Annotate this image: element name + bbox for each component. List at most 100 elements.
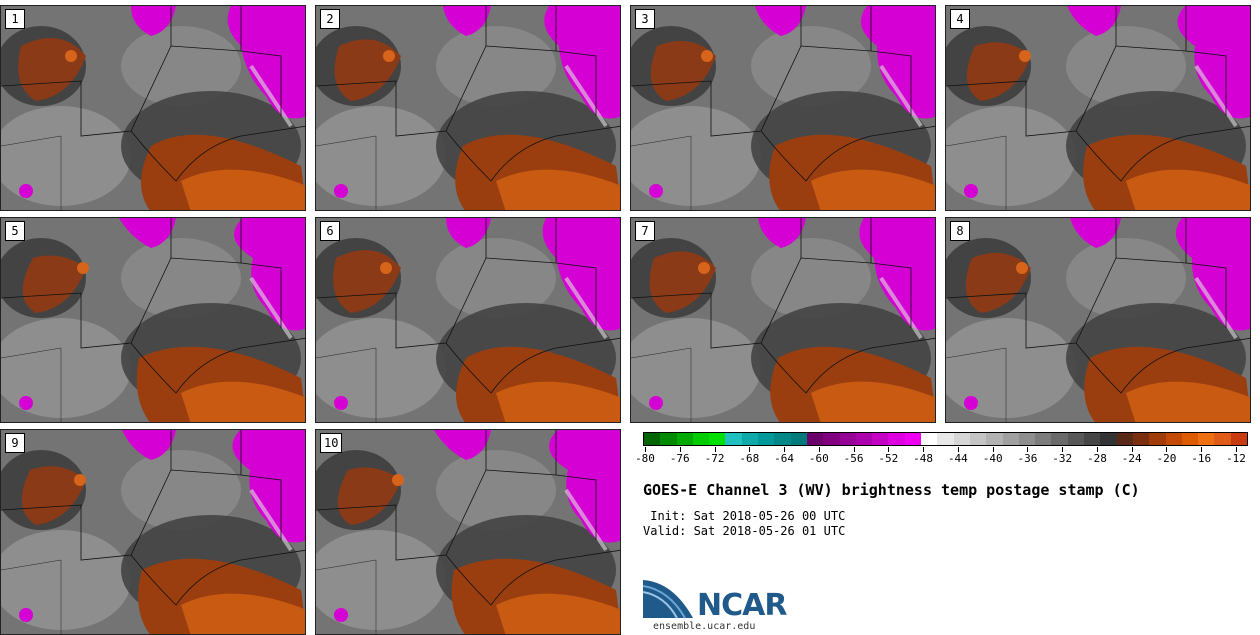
stamp-panel-4: 4 [945,5,1251,211]
colorbar-tick-label: -20 [1156,452,1177,465]
colorbar-swatch [953,433,970,445]
wv-field-map [631,6,935,210]
product-title: GOES-E Channel 3 (WV) brightness temp po… [643,481,1140,499]
colorbar-ticks: -80 -76 -72 -68 -64 -60 -56 -52 -48 -44 -40 -36 -32 -… [635,447,1248,471]
colorbar-swatch [774,433,791,445]
colorbar-tick-label: -76 [669,452,690,465]
colorbar-tick-label: -36 [1017,452,1038,465]
wv-field-map [316,218,620,422]
wv-field-map [316,430,620,634]
stamp-panel-8: 8 [945,217,1251,423]
colorbar-tick [1236,447,1237,452]
panel-number: 9 [5,433,25,453]
colorbar-tick [1027,447,1029,452]
panel-number: 7 [635,221,655,241]
wv-field-map [631,218,935,422]
colorbar-swatch [1067,433,1085,445]
panel-number: 8 [950,221,970,241]
colorbar-swatch [872,433,889,445]
logo-text: NCAR [697,588,787,623]
stamp-panel-1: 1 [0,5,306,211]
panel-number: 6 [320,221,340,241]
stamp-panel-3: 3 [630,5,936,211]
colorbar-tick-label: -60 [808,452,829,465]
colorbar-tick [1131,447,1133,452]
colorbar-swatch [937,433,954,445]
colorbar-tick [784,447,786,452]
ncar-logo-icon [643,580,693,619]
colorbar-swatch [921,433,938,445]
valid-time: Valid: Sat 2018-05-26 01 UTC [643,524,846,538]
panel-number: 3 [635,9,655,29]
colorbar-tick-label: -56 [843,452,864,465]
colorbar-tick-label: -80 [635,452,655,465]
colorbar-swatch [1116,433,1133,445]
stamp-panel-6: 6 [315,217,621,423]
colorbar [643,432,1248,446]
colorbar-tick [1166,447,1168,452]
colorbar-swatch [1002,433,1019,445]
wv-field-map [1,218,305,422]
colorbar-tick-label: -40 [982,452,1003,465]
wv-field-map [316,6,620,210]
colorbar-tick [818,447,820,452]
panel-number: 10 [320,433,343,453]
colorbar-swatch [741,433,759,445]
wv-field-map [946,218,1250,422]
colorbar-swatch [1100,433,1117,445]
colorbar-tick [1201,447,1203,452]
colorbar-tick-label: -28 [1087,452,1107,465]
colorbar-tick [853,447,855,452]
colorbar-swatch [888,433,905,445]
colorbar-tick [714,447,716,452]
stamp-panel-2: 2 [315,5,621,211]
colorbar-swatch [1051,433,1068,445]
colorbar-swatch [1018,433,1036,445]
colorbar-tick-label: -72 [704,452,725,465]
site-url: ensemble.ucar.edu [653,621,756,632]
panel-number: 2 [320,9,340,29]
colorbar-swatch [692,433,710,445]
colorbar-swatch [725,433,742,445]
colorbar-swatch [758,433,775,445]
colorbar-swatch [644,433,661,445]
colorbar-swatch [855,433,873,445]
colorbar-swatch [676,433,693,445]
panel-number: 1 [5,9,25,29]
colorbar-tick [679,447,681,452]
colorbar-swatch [790,433,807,445]
stamp-panel-5: 5 [0,217,306,423]
colorbar-tick-label: -64 [774,452,794,465]
colorbar-swatch [1230,433,1247,445]
wv-field-map [1,6,305,210]
init-time: Init: Sat 2018-05-26 00 UTC [643,509,846,523]
colorbar-tick [957,447,959,452]
colorbar-swatch [1149,433,1166,445]
wv-field-map [1,430,305,634]
colorbar-tick [992,447,994,452]
colorbar-tick-label: -12 [1226,452,1246,465]
colorbar-tick-label: -48 [913,452,934,465]
colorbar-tick [749,447,751,452]
colorbar-swatch [969,433,987,445]
colorbar-swatch [986,433,1003,445]
colorbar-swatch [1198,433,1215,445]
colorbar-swatch [660,433,677,445]
colorbar-swatch [1132,433,1150,445]
colorbar-tick-label: -44 [947,452,968,465]
colorbar-tick [923,447,925,452]
wv-field-map [946,6,1250,210]
colorbar-tick-label: -32 [1052,452,1073,465]
stamp-panel-7: 7 [630,217,936,423]
colorbar-swatch [904,433,922,445]
panel-number: 5 [5,221,25,241]
colorbar-swatch [806,433,824,445]
colorbar-swatch [1181,433,1199,445]
stamp-panel-10: 10 [315,429,621,635]
colorbar-tick-label: -16 [1191,452,1212,465]
colorbar-tick-label: -68 [739,452,760,465]
colorbar-swatch [823,433,840,445]
colorbar-swatch [1035,433,1052,445]
colorbar-swatch [1084,433,1101,445]
colorbar-tick-label: -52 [878,452,899,465]
